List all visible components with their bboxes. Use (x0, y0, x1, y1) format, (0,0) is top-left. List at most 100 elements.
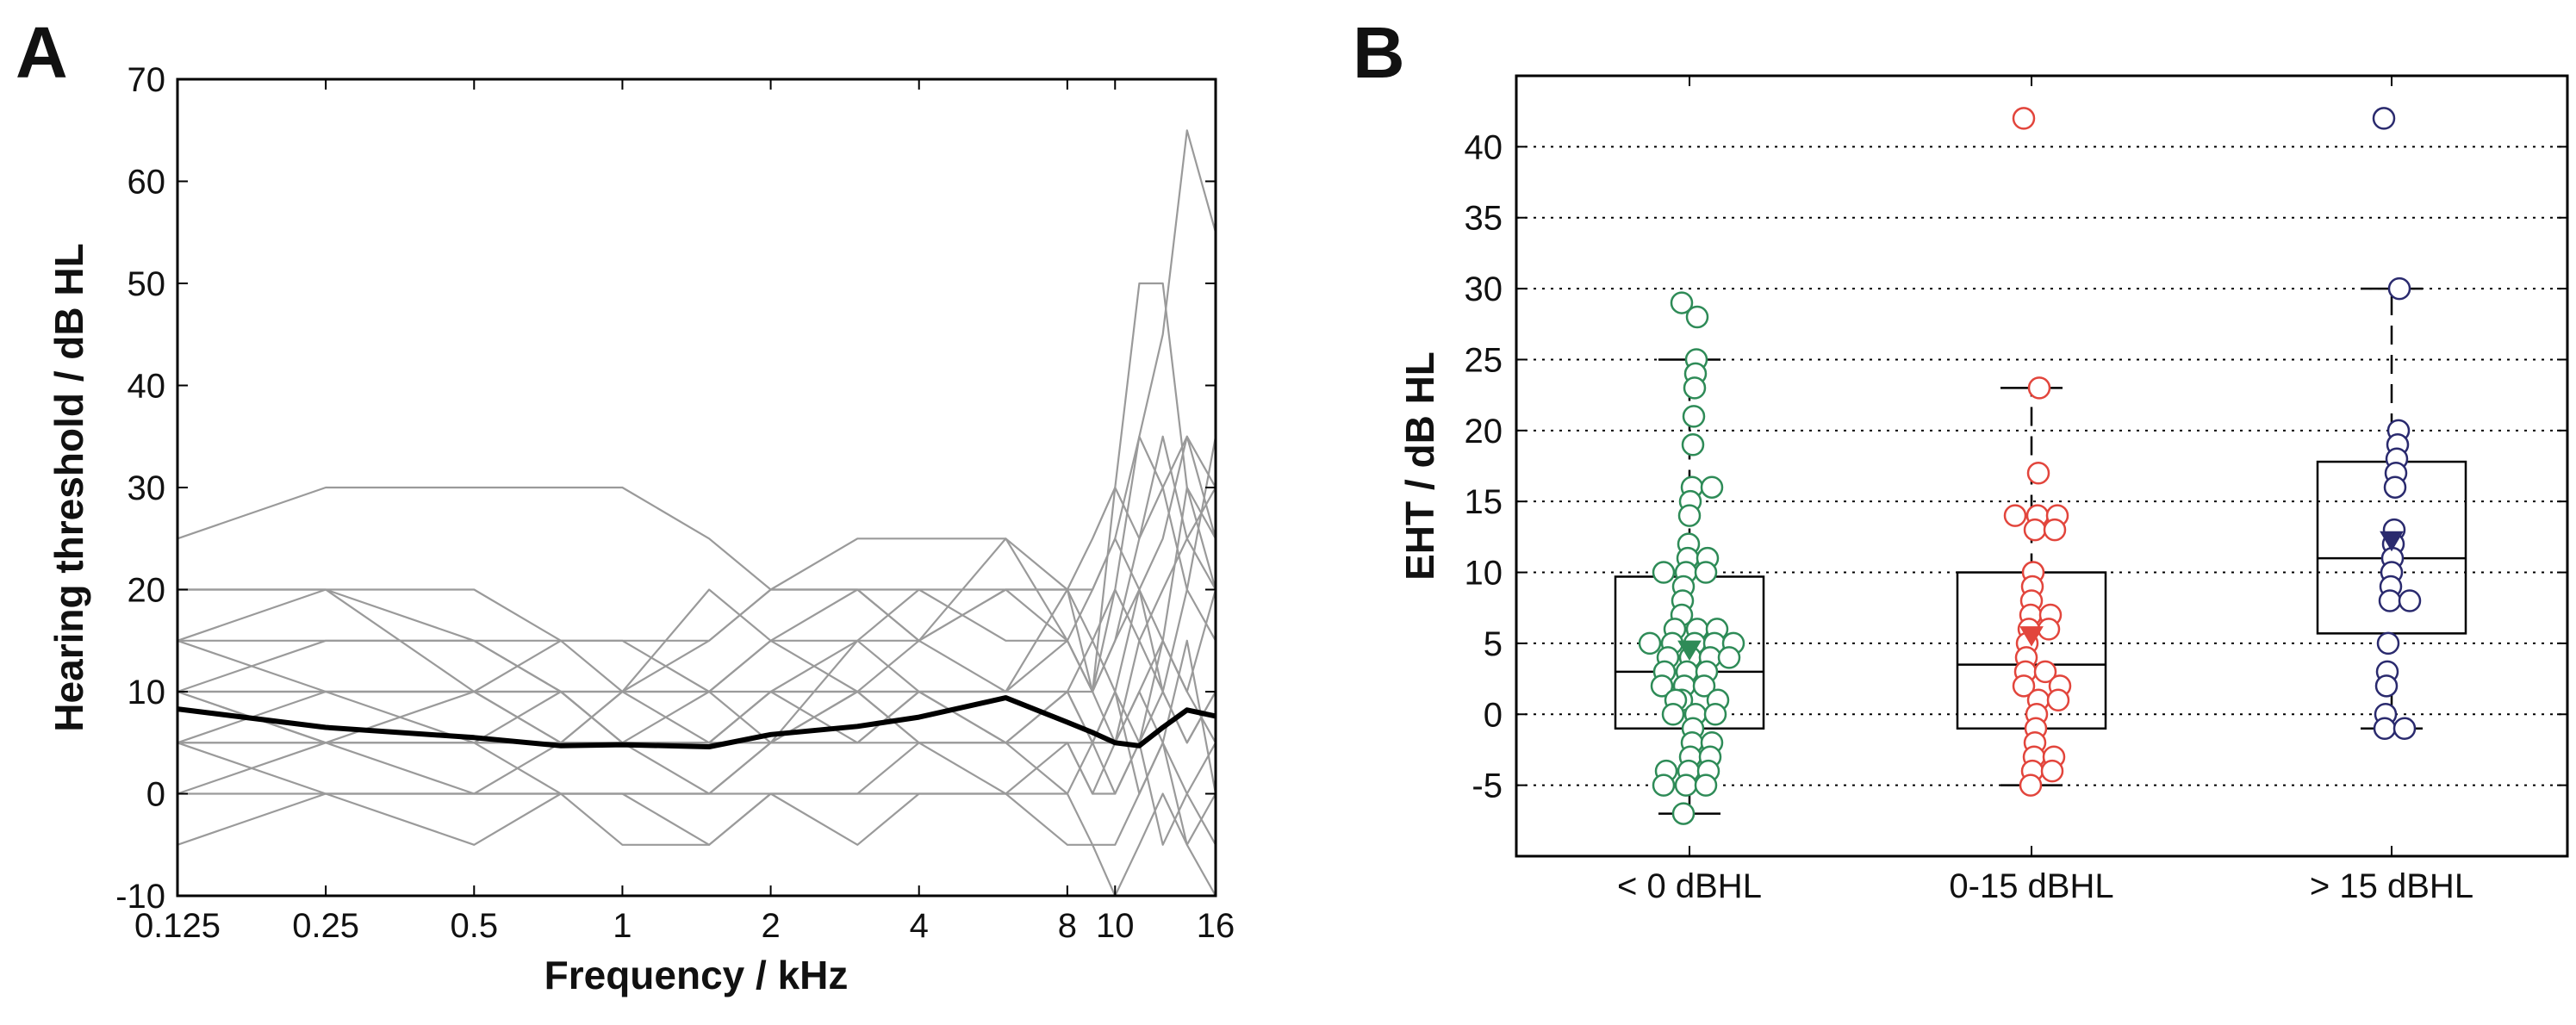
mean-threshold-line (177, 695, 1216, 749)
data-point (1700, 475, 1724, 499)
y-tick-label: 25 (1465, 341, 1503, 379)
y-tick-label: 30 (128, 469, 166, 507)
points-group-2 (2372, 107, 2422, 740)
mean-marker (2019, 626, 2044, 647)
y-tick-label: 10 (1465, 555, 1503, 593)
chart-b: < 0 dBHL 0-15 dBHL > 15 dBHL -5 0 5 10 15 20 25 3… (1397, 74, 2569, 905)
data-point (1717, 646, 1741, 669)
data-point (1694, 561, 1718, 584)
chart-b-frame (1515, 74, 2569, 858)
y-tick-label: 30 (1465, 270, 1503, 308)
y-tick-label: -5 (1472, 767, 1503, 805)
data-point (2372, 107, 2396, 130)
y-tick-label: 10 (128, 674, 166, 711)
data-point (2374, 674, 2399, 698)
data-point (2373, 717, 2397, 740)
x-tick-label: 4 (910, 907, 929, 945)
threshold-line-subject-9 (177, 792, 1216, 898)
chart-a: 0.125 0.25 0.5 1 2 4 8 10 16 -10010203040506070 … (47, 61, 1235, 997)
data-point (1652, 561, 1676, 584)
y-tick-label: 40 (1465, 128, 1503, 166)
x-tick-label: 8 (1058, 907, 1077, 945)
y-tick-label: 5 (1484, 625, 1503, 663)
y-tick-label: 60 (128, 164, 166, 202)
y-tick-label: 20 (1465, 413, 1503, 450)
data-point (1650, 674, 1674, 698)
panel-label-a: A (16, 12, 68, 93)
y-tick-label: 0 (1484, 696, 1503, 734)
y-tick-label: 0 (146, 776, 165, 814)
data-point (1694, 773, 1718, 797)
data-point (2019, 773, 2043, 797)
threshold-line-subject-2 (177, 129, 1217, 744)
data-point (2012, 674, 2036, 698)
threshold-line-subject-18 (177, 690, 1216, 846)
x-tick-label: 0.5 (450, 907, 498, 945)
x-tick-label: > 15 dBHL (2310, 867, 2473, 905)
x-tick-label: < 0 dBHL (1617, 867, 1762, 905)
data-point (1674, 773, 1698, 797)
x-tick-label: 16 (1197, 907, 1235, 945)
chart-a-plot-area (177, 129, 1217, 898)
chart-b-y-axis: -5 0 5 10 15 20 25 30 35 40 (1465, 128, 2567, 805)
chart-b-x-axis: < 0 dBHL 0-15 dBHL > 15 dBHL (1617, 76, 2473, 905)
threshold-line-subject-16 (177, 435, 1216, 642)
y-tick-label: 40 (128, 368, 166, 406)
data-point (2378, 589, 2402, 612)
data-point (2033, 660, 2057, 684)
data-point (2040, 759, 2064, 783)
threshold-line-subject-15 (177, 486, 1216, 795)
data-point (1671, 802, 1696, 825)
data-point (2392, 717, 2417, 740)
mean-marker (1677, 640, 1702, 662)
data-point (2012, 107, 2036, 130)
data-point (1692, 674, 1716, 698)
chart-a-x-label: Frequency / kHz (544, 953, 849, 997)
data-point (2003, 504, 2027, 527)
data-point (1652, 773, 1676, 797)
y-tick-label: -10 (115, 878, 165, 916)
data-point (2023, 518, 2047, 542)
x-tick-label: 0-15 dBHL (1949, 867, 2113, 905)
y-tick-label: 20 (128, 572, 166, 610)
data-point (1703, 703, 1727, 726)
x-tick-label: 10 (1096, 907, 1135, 945)
data-point (1681, 433, 1705, 457)
chart-b-points (1638, 107, 2422, 825)
y-tick-label: 50 (128, 265, 166, 303)
x-tick-label: 0.25 (292, 907, 359, 945)
data-point (2387, 276, 2411, 301)
data-point (1670, 291, 1694, 314)
data-point (1677, 504, 1702, 527)
data-point (2043, 518, 2067, 542)
x-tick-label: 2 (761, 907, 780, 945)
threshold-line-subject-17 (177, 690, 1216, 846)
chart-a-y-label: Hearing threshold / dB HL (47, 243, 91, 731)
data-point (1682, 405, 1706, 428)
chart-a-y-axis: -10 0 10 20 30 40 50 60 70 (115, 61, 1216, 916)
data-point (1661, 703, 1685, 726)
threshold-line-subject-3 (177, 435, 1217, 693)
y-tick-label: 70 (128, 61, 166, 99)
mean-marker (2380, 531, 2404, 552)
data-point (2027, 376, 2051, 400)
x-tick-label: 0.125 (134, 907, 221, 945)
data-point (1683, 376, 1707, 400)
data-point (2376, 631, 2400, 655)
x-tick-label: 1 (613, 907, 632, 945)
panel-label-b: B (1353, 12, 1405, 93)
threshold-line-subject-1 (177, 282, 1217, 693)
points-group-0 (1638, 291, 1745, 825)
data-point (2026, 461, 2050, 485)
chart-a-x-axis: 0.125 0.25 0.5 1 2 4 8 10 16 (134, 79, 1235, 945)
data-point (2383, 475, 2407, 499)
data-point (2398, 589, 2422, 612)
y-tick-label: 15 (1465, 483, 1503, 521)
data-point (1638, 631, 1662, 655)
data-point (2046, 688, 2070, 712)
chart-b-y-label: EHT / dB HL (1397, 351, 1442, 581)
points-group-1 (2003, 107, 2072, 797)
y-tick-label: 35 (1465, 200, 1503, 238)
data-point (1685, 305, 1709, 329)
